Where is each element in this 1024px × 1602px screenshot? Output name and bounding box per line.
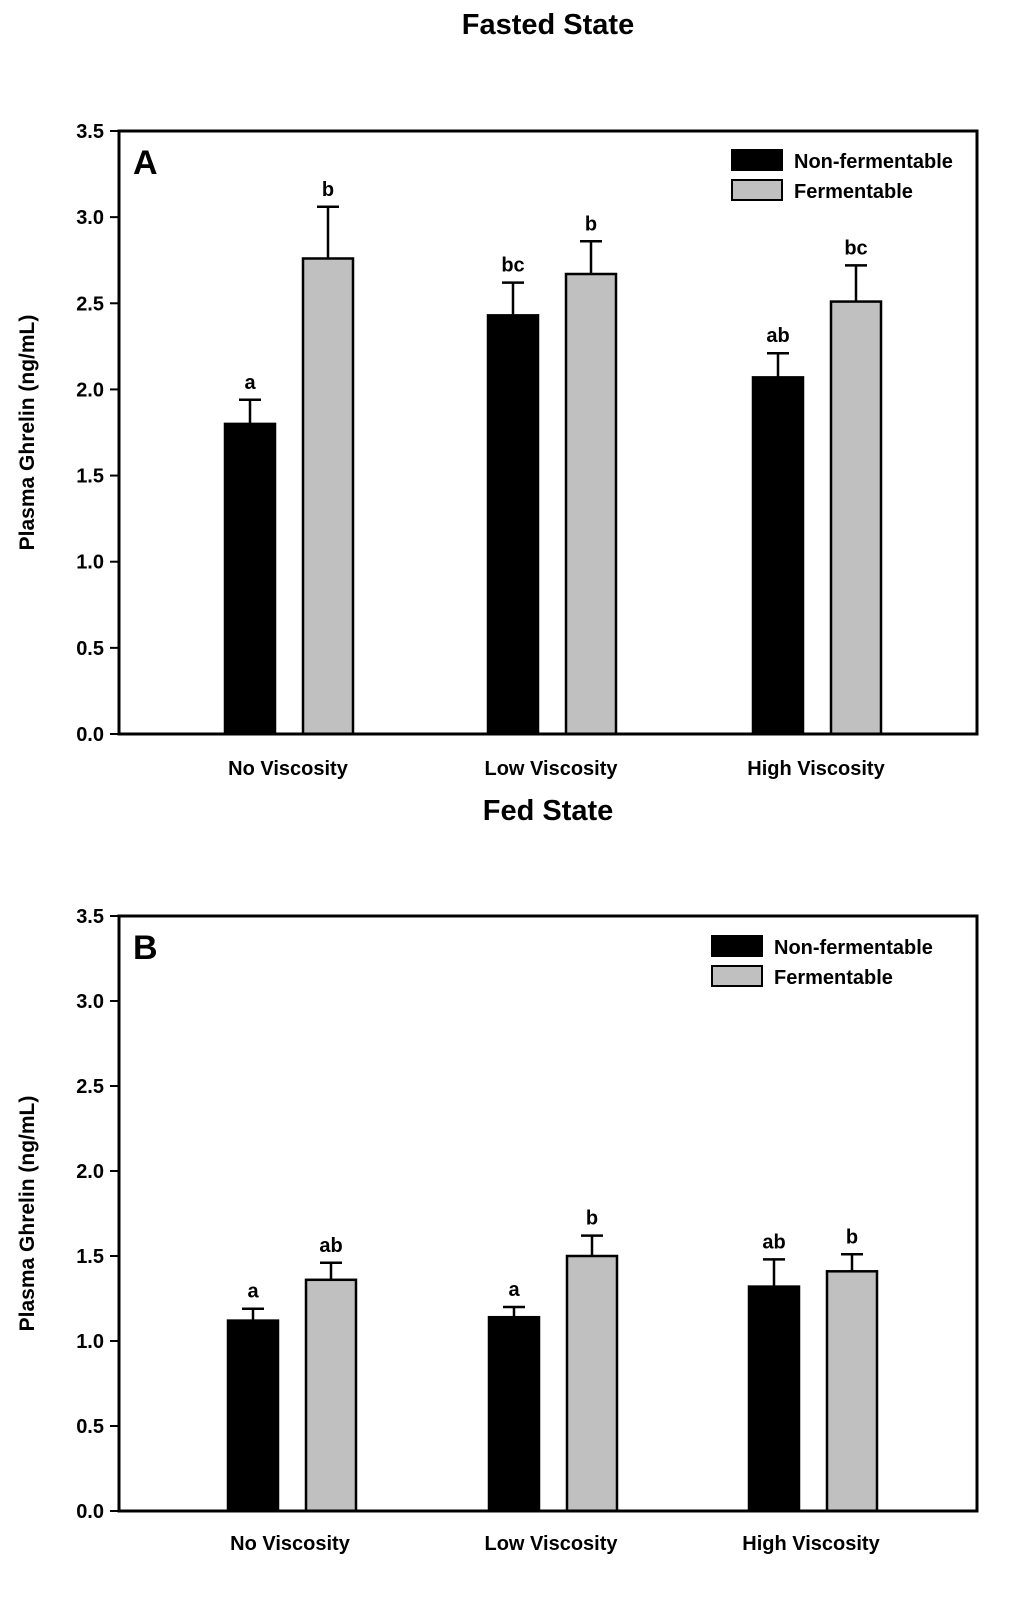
- significance-letter: ab: [762, 1231, 785, 1253]
- y-axis-label: Plasma Ghrelin (ng/mL): [16, 1096, 39, 1332]
- legend-label: Fermentable: [794, 181, 913, 203]
- significance-letter: bc: [844, 237, 867, 259]
- chart-title: Fed State: [483, 795, 614, 827]
- x-category-label: Low Viscosity: [484, 758, 618, 780]
- y-tick-label: 2.5: [76, 1076, 104, 1098]
- bar-fermentable: [825, 1270, 879, 1513]
- significance-letter: b: [846, 1226, 858, 1248]
- legend-swatch: [711, 935, 763, 957]
- plot-frame: [117, 129, 979, 736]
- y-tick-label: 0.0: [76, 1501, 104, 1523]
- x-category-label: No Viscosity: [230, 1533, 351, 1555]
- bar-non-fermentable: [486, 314, 540, 736]
- significance-letter: a: [247, 1281, 259, 1303]
- y-tick-label: 1.0: [76, 552, 104, 574]
- bar-non-fermentable: [751, 376, 805, 736]
- y-tick-label: 0.0: [76, 724, 104, 746]
- bar-fermentable: [565, 1254, 619, 1513]
- y-tick-label: 1.0: [76, 1331, 104, 1353]
- y-tick-label: 3.0: [76, 991, 104, 1013]
- y-tick-label: 3.5: [76, 906, 104, 928]
- x-category-label: Low Viscosity: [484, 1533, 618, 1555]
- significance-letter: b: [322, 179, 334, 201]
- bar-fermentable: [564, 272, 618, 736]
- y-tick-label: 2.5: [76, 293, 104, 315]
- bar-non-fermentable: [226, 1319, 280, 1513]
- plot-frame: [117, 914, 979, 1513]
- significance-letter: bc: [501, 255, 524, 277]
- significance-letter: a: [508, 1279, 520, 1301]
- bar-fermentable: [301, 257, 355, 736]
- y-tick-label: 1.5: [76, 466, 104, 488]
- bar-fermentable: [829, 300, 883, 736]
- legend-swatch: [731, 179, 783, 201]
- panel-label: A: [133, 144, 158, 182]
- legend-swatch: [731, 149, 783, 171]
- y-tick-label: 0.5: [76, 1416, 104, 1438]
- bar-non-fermentable: [223, 422, 277, 736]
- legend-label: Non-fermentable: [794, 151, 953, 173]
- y-tick-label: 3.5: [76, 121, 104, 143]
- x-category-label: No Viscosity: [228, 758, 349, 780]
- y-tick-label: 2.0: [76, 1161, 104, 1183]
- bar-non-fermentable: [747, 1285, 801, 1513]
- panel-b: Fed State B 0.0 0.5 1.0 1.5 2.0 2.5 3.0 3.5 Plasma…: [16, 795, 979, 1555]
- panel-label: B: [133, 929, 158, 967]
- panel-a: Fasted State A 0.0 0.5 1.0 1.5 2.0 2.5 3.0 3.5 Pla…: [16, 9, 979, 780]
- y-tick-label: 1.5: [76, 1246, 104, 1268]
- legend-label: Non-fermentable: [774, 937, 933, 959]
- y-tick-label: 2.0: [76, 379, 104, 401]
- significance-letter: b: [585, 213, 597, 235]
- legend-swatch: [711, 965, 763, 987]
- legend-label: Fermentable: [774, 967, 893, 989]
- x-category-label: High Viscosity: [747, 758, 885, 780]
- x-category-label: High Viscosity: [742, 1533, 880, 1555]
- significance-letter: a: [244, 372, 256, 394]
- significance-letter: ab: [319, 1235, 342, 1257]
- y-tick-label: 0.5: [76, 638, 104, 660]
- y-tick-label: 3.0: [76, 207, 104, 229]
- bar-non-fermentable: [487, 1315, 541, 1513]
- chart-title: Fasted State: [462, 9, 634, 41]
- y-axis-label: Plasma Ghrelin (ng/mL): [16, 315, 39, 551]
- bar-fermentable: [304, 1278, 358, 1513]
- significance-letter: ab: [766, 325, 789, 347]
- significance-letter: b: [586, 1208, 598, 1230]
